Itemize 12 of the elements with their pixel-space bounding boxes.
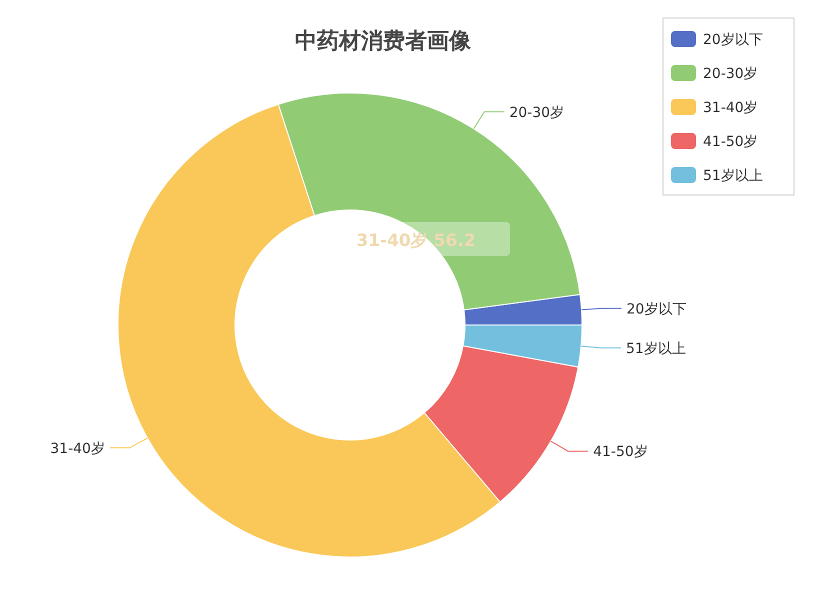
- slice-label: 20-30岁: [509, 104, 564, 121]
- legend-label: 41-50岁: [703, 134, 758, 150]
- slice-label: 31-40岁: [50, 440, 105, 457]
- text: 31-40岁 56.2: [356, 231, 476, 251]
- legend-label: 31-40岁: [703, 100, 758, 116]
- text: 中药材消费者画像: [295, 29, 472, 54]
- slice-label: 20岁以下: [626, 301, 686, 318]
- legend-label: 20-30岁: [703, 66, 758, 82]
- slice-label: 41-50岁: [593, 444, 648, 460]
- slice-label: 51岁以上: [626, 340, 686, 357]
- legend-label: 51岁以上: [703, 168, 763, 184]
- legend-label: 20岁以下: [703, 32, 763, 48]
